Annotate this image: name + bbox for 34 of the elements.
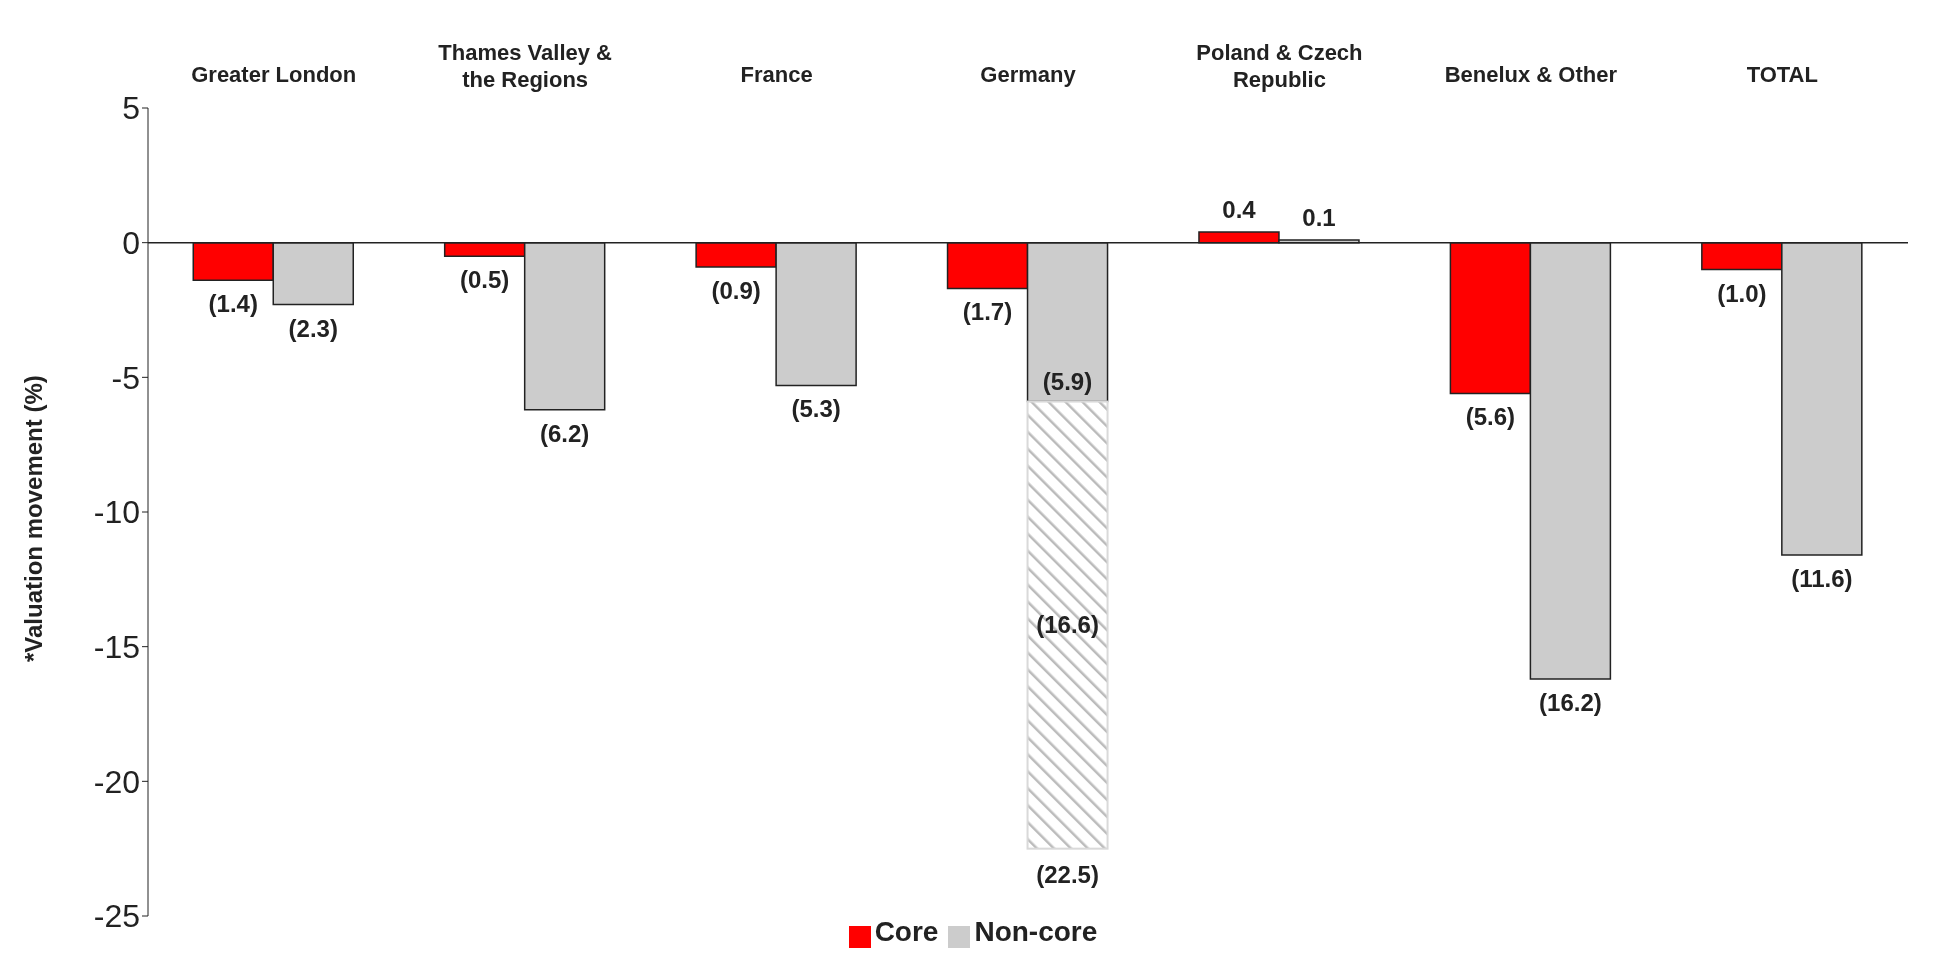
data-label: 0.1 — [1302, 203, 1336, 231]
data-label: (1.7) — [962, 298, 1013, 326]
legend-label: Core — [874, 916, 939, 947]
y-tick-label: -25 — [93, 898, 140, 935]
x-tick-label: Germany — [980, 62, 1077, 87]
data-label: 0.4 — [1222, 195, 1257, 223]
x-tick-label: Poland & Czech Republic — [1196, 40, 1363, 92]
y-axis-title: *Valuation movement (%) — [19, 375, 47, 662]
x-tick-label: Thames Valley & the Regions — [438, 40, 613, 92]
data-label: (0.9) — [711, 276, 761, 304]
data-label: (5.9) — [1042, 367, 1093, 395]
x-tick-label: TOTAL — [1746, 62, 1818, 87]
data-label: (5.6) — [1465, 403, 1516, 431]
data-label: (1.4) — [208, 290, 258, 318]
y-tick-label: -5 — [111, 359, 140, 396]
x-tick-label: France — [740, 62, 813, 87]
y-tick-label: -15 — [93, 629, 140, 666]
y-tick-label: -10 — [93, 494, 140, 531]
data-label: (1.0) — [1717, 279, 1767, 307]
data-label: (0.5) — [460, 266, 510, 294]
data-label: (16.2) — [1539, 688, 1602, 716]
data-label: (11.6) — [1791, 565, 1853, 593]
y-tick-label: 0 — [122, 225, 140, 262]
annotation: (22.5) — [1036, 860, 1099, 888]
data-label: (2.3) — [288, 314, 338, 342]
bar — [1026, 400, 1109, 850]
y-tick-label: -20 — [93, 763, 140, 800]
data-label: (5.3) — [791, 395, 841, 423]
data-label: (16.6) — [1036, 611, 1099, 639]
x-tick-label: Benelux & Other — [1444, 62, 1618, 87]
data-label: (6.2) — [540, 419, 590, 447]
x-tick-label: Greater London — [191, 62, 357, 87]
legend-label: Non-core — [974, 916, 1098, 947]
y-tick-label: 5 — [122, 90, 140, 127]
